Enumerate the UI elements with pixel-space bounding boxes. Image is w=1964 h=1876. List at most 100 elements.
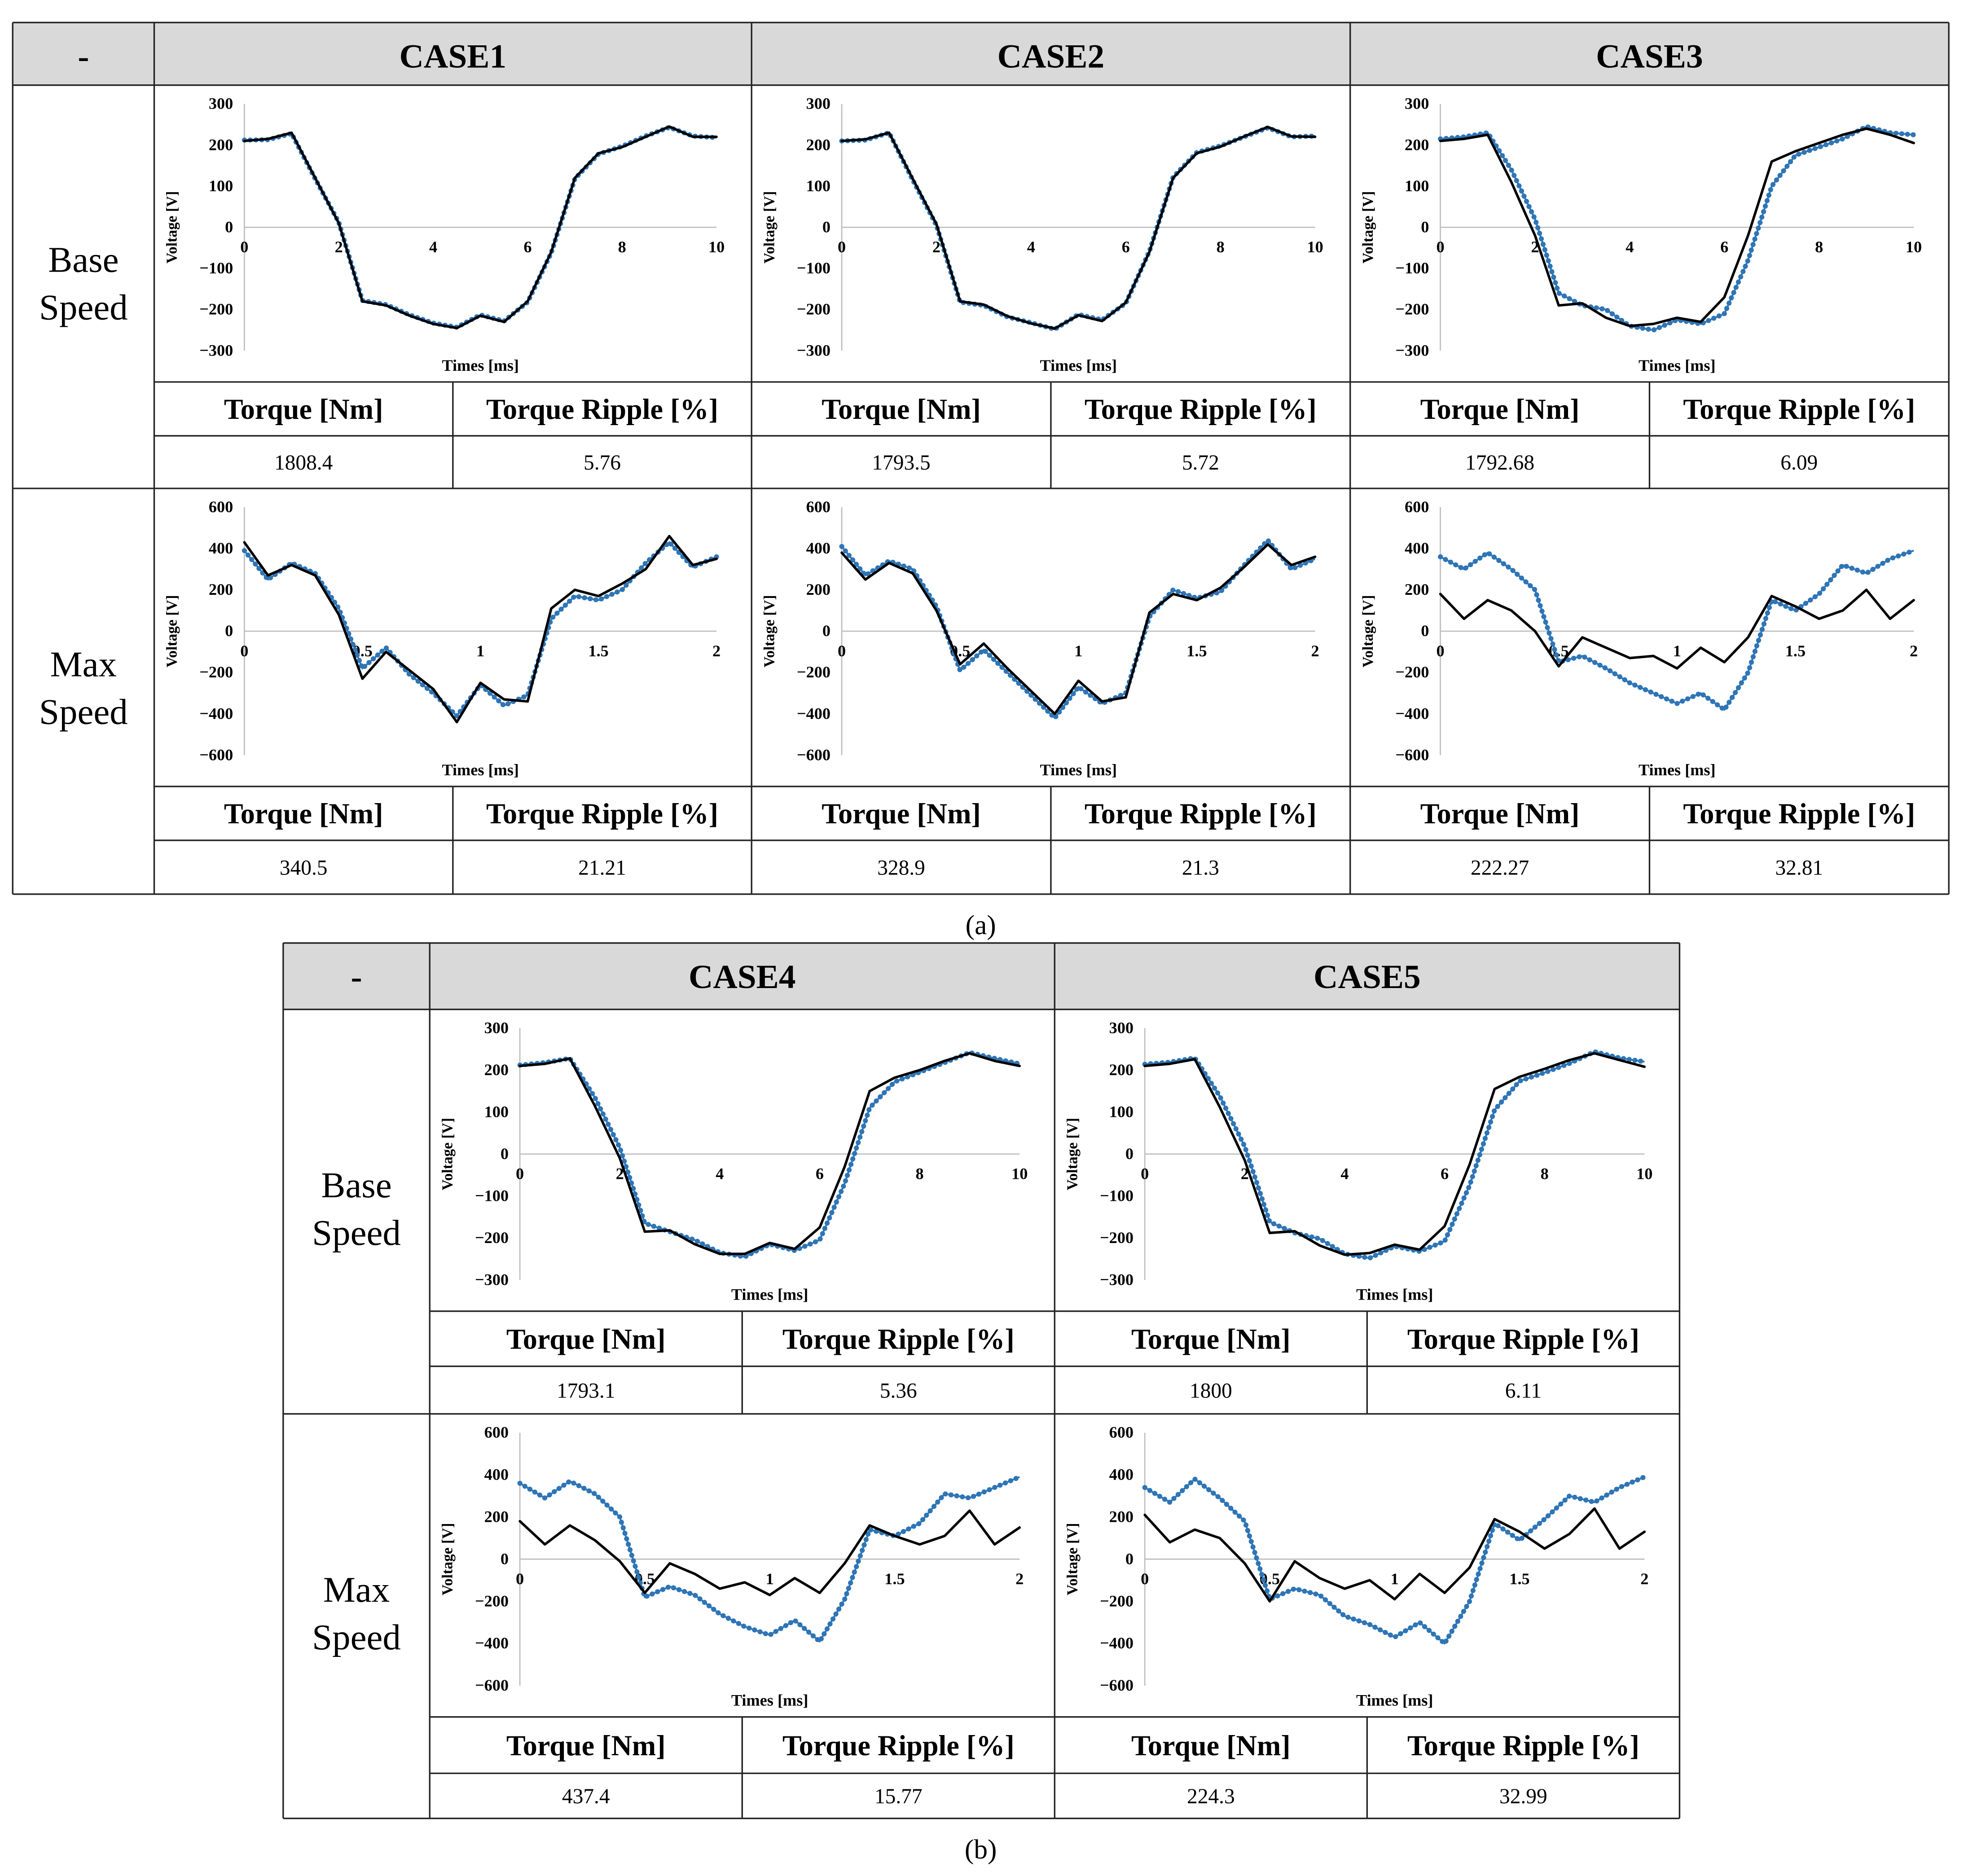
x-tick-label: 4 <box>1027 238 1035 256</box>
metric-header: Torque [Nm] <box>224 798 383 830</box>
metric-value: 340.5 <box>280 857 328 880</box>
y-tick-label: 300 <box>1109 1019 1134 1037</box>
voltage-line-core <box>841 127 1315 330</box>
y-tick-label: −300 <box>475 1270 509 1288</box>
metric-value: 32.99 <box>1499 1785 1547 1808</box>
y-tick-label: 600 <box>1109 1423 1134 1441</box>
voltage-line <box>518 1052 1021 1255</box>
x-tick-label: 4 <box>1626 238 1634 256</box>
voltage-line <box>840 126 1317 330</box>
x-axis-title: Times [ms] <box>731 1286 808 1304</box>
x-tick-label: 8 <box>1541 1165 1549 1183</box>
y-tick-label: 0 <box>501 1550 509 1568</box>
y-tick-label: 0 <box>822 622 830 640</box>
metric-value: 6.09 <box>1780 451 1818 474</box>
y-axis-title: Voltage [V] <box>761 191 778 264</box>
y-axis-title: Voltage [V] <box>1064 1523 1081 1595</box>
metric-header: Torque Ripple [%] <box>1407 1730 1639 1762</box>
x-tick-label: 8 <box>1815 238 1823 256</box>
metric-value: 21.3 <box>1182 857 1219 880</box>
y-tick-label: 600 <box>806 498 830 516</box>
voltage-line <box>1439 589 1915 670</box>
x-tick-label: 1 <box>1673 642 1681 660</box>
y-tick-label: 400 <box>209 539 233 557</box>
x-tick-label: 4 <box>716 1165 724 1183</box>
voltage-line-core <box>1440 549 1914 711</box>
metric-header: Torque Ripple [%] <box>1085 798 1317 830</box>
metric-value: 1793.1 <box>557 1379 615 1402</box>
y-tick-label: 0 <box>1125 1550 1134 1568</box>
y-tick-label: −600 <box>199 746 233 764</box>
x-tick-label: 2 <box>1910 642 1918 660</box>
metric-value: 1808.4 <box>274 451 333 474</box>
column-header: - <box>78 38 89 75</box>
y-tick-label: 200 <box>806 136 830 154</box>
y-tick-label: −400 <box>1395 704 1429 722</box>
x-axis-title: Times [ms] <box>731 1691 808 1709</box>
x-tick-label: 0 <box>838 238 846 256</box>
y-tick-label: −100 <box>797 259 830 277</box>
voltage-line <box>1143 1052 1646 1256</box>
y-tick-label: 600 <box>209 498 233 516</box>
x-tick-label: 0 <box>1141 1570 1149 1588</box>
y-axis-title: Voltage [V] <box>1064 1118 1081 1190</box>
metric-header: Torque [Nm] <box>1420 393 1580 425</box>
figure-caption: (b) <box>965 1834 997 1865</box>
y-axis-title: Voltage [V] <box>1360 191 1376 264</box>
x-tick-label: 8 <box>618 238 626 256</box>
row-label-box: Max Speed <box>39 645 128 733</box>
x-tick-label: 8 <box>1217 238 1225 256</box>
x-tick-label: 1 <box>1074 642 1082 660</box>
y-tick-label: 100 <box>1109 1103 1134 1120</box>
x-tick-label: 8 <box>916 1165 924 1183</box>
y-tick-label: −100 <box>199 259 233 277</box>
y-tick-label: 0 <box>1421 622 1429 640</box>
y-tick-label: −400 <box>797 704 830 722</box>
row-label: Base Speed <box>39 240 128 328</box>
y-tick-label: −100 <box>475 1186 509 1204</box>
metric-header: Torque [Nm] <box>224 393 383 425</box>
column-header: CASE1 <box>400 38 507 75</box>
metric-header: Torque Ripple [%] <box>486 798 718 830</box>
y-axis-title: Voltage [V] <box>164 191 180 264</box>
x-tick-label: 10 <box>1906 238 1922 256</box>
y-tick-label: 200 <box>1405 580 1429 598</box>
metric-header: Torque Ripple [%] <box>782 1730 1015 1762</box>
x-tick-label: 0 <box>1436 238 1444 256</box>
row-label-box: Max Speed <box>312 1569 401 1658</box>
y-tick-label: −200 <box>1100 1229 1134 1247</box>
y-tick-label: −200 <box>475 1592 509 1610</box>
metric-value: 328.9 <box>877 857 925 880</box>
y-tick-label: −400 <box>475 1634 509 1652</box>
column-header: CASE3 <box>1596 38 1703 75</box>
y-tick-label: 600 <box>1405 498 1429 516</box>
metric-header: Torque Ripple [%] <box>486 393 718 425</box>
row-label: Max Speed <box>39 645 128 733</box>
x-tick-label: 1.5 <box>884 1570 905 1588</box>
metric-value: 21.21 <box>578 857 626 880</box>
metric-value: 5.36 <box>880 1379 917 1402</box>
metric-header: Torque [Nm] <box>506 1323 666 1355</box>
metric-value: 1800 <box>1190 1379 1232 1402</box>
y-tick-label: 200 <box>209 136 233 154</box>
x-tick-label: 2 <box>1640 1570 1648 1588</box>
x-tick-label: 4 <box>429 238 437 256</box>
y-tick-label: −600 <box>1395 746 1429 764</box>
voltage-line <box>518 1509 1021 1596</box>
y-tick-label: −300 <box>1395 341 1429 359</box>
x-tick-label: 0 <box>516 1570 524 1588</box>
y-tick-label: −200 <box>475 1229 509 1247</box>
x-axis-title: Times [ms] <box>1040 761 1117 779</box>
y-tick-label: 100 <box>209 177 233 195</box>
y-tick-label: 200 <box>209 580 233 598</box>
y-tick-label: −600 <box>1100 1676 1134 1694</box>
y-tick-label: 0 <box>822 218 830 236</box>
metric-value: 224.3 <box>1187 1785 1235 1808</box>
column-header: CASE4 <box>689 958 796 996</box>
y-tick-label: −100 <box>1395 259 1429 277</box>
x-tick-label: 1 <box>766 1570 774 1588</box>
x-axis-title: Times [ms] <box>1639 356 1716 374</box>
row-label: Max Speed <box>312 1569 401 1658</box>
